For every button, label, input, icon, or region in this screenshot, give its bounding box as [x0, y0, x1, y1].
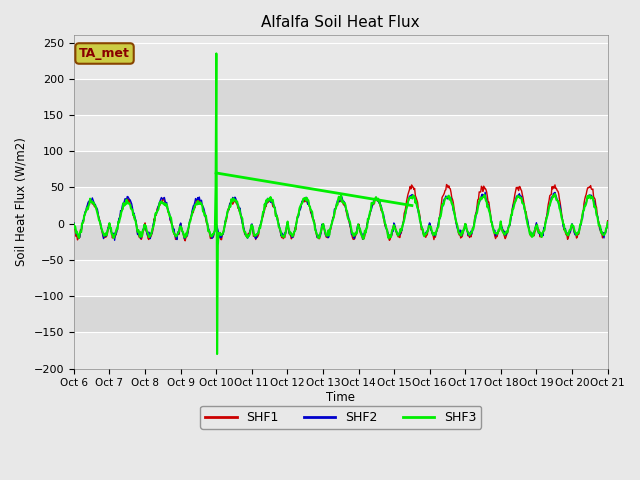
SHF2 — [135, 231, 143, 237]
Bar — [74, 115, 608, 151]
SHF3 — [134, 227, 142, 233]
SHF3 — [212, 50, 220, 56]
Legend: SHF1, SHF2, SHF3: SHF1, SHF2, SHF3 — [200, 406, 481, 429]
SHF1 — [134, 231, 142, 237]
Line: SHF1: SHF1 — [74, 184, 608, 241]
Title: Alfalfa Soil Heat Flux: Alfalfa Soil Heat Flux — [261, 15, 420, 30]
SHF1 — [79, 219, 87, 225]
Bar — [74, 260, 608, 296]
SHF2 — [604, 223, 612, 228]
Line: SHF3: SHF3 — [74, 53, 608, 354]
SHF2 — [189, 203, 197, 209]
SHF1 — [218, 237, 225, 242]
SHF3 — [79, 218, 87, 224]
SHF2 — [218, 234, 225, 240]
Bar — [74, 296, 608, 332]
SHF3 — [407, 195, 415, 201]
SHF2 — [111, 238, 118, 243]
Bar — [74, 332, 608, 369]
Bar — [74, 188, 608, 224]
Line: SHF2: SHF2 — [74, 192, 608, 240]
Bar — [74, 224, 608, 260]
SHF1 — [181, 238, 189, 244]
SHF2 — [422, 229, 429, 235]
SHF3 — [189, 208, 196, 214]
X-axis label: Time: Time — [326, 391, 355, 404]
SHF2 — [79, 217, 87, 223]
SHF3 — [70, 221, 77, 227]
SHF3 — [604, 219, 612, 225]
SHF1 — [604, 218, 612, 224]
SHF3 — [213, 351, 221, 357]
Y-axis label: Soil Heat Flux (W/m2): Soil Heat Flux (W/m2) — [15, 137, 28, 266]
Bar — [74, 43, 608, 79]
Bar — [74, 151, 608, 188]
SHF1 — [422, 234, 429, 240]
SHF1 — [189, 210, 197, 216]
SHF3 — [218, 231, 226, 237]
SHF2 — [481, 190, 489, 195]
SHF1 — [70, 220, 77, 226]
SHF1 — [443, 181, 451, 187]
SHF1 — [406, 183, 414, 189]
SHF2 — [70, 220, 77, 226]
Bar — [74, 79, 608, 115]
SHF2 — [406, 193, 414, 199]
SHF3 — [422, 230, 430, 236]
Text: TA_met: TA_met — [79, 47, 130, 60]
